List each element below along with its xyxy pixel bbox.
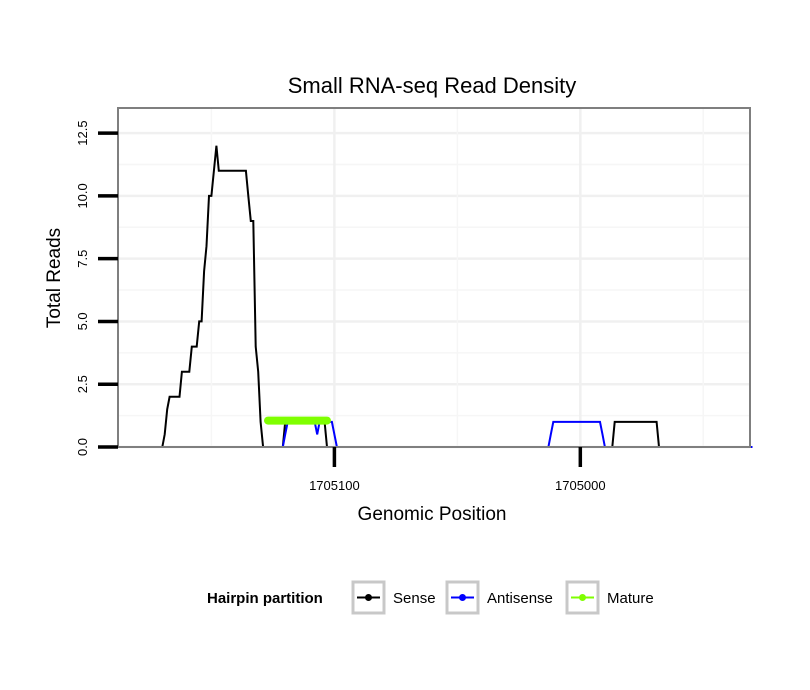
chart-title: Small RNA-seq Read Density [288,73,577,98]
y-tick-label: 0.0 [75,438,90,456]
series-line-sense [140,145,753,448]
legend-title: Hairpin partition [207,590,323,607]
grid [118,108,750,449]
legend-items: Sense Antisense Mature [351,580,654,615]
legend-label: Sense [393,590,436,607]
legend-key-point [579,594,586,601]
y-tick-label: 5.0 [75,312,90,330]
x-axis-title: Genomic Position [358,504,507,525]
legend-label: Mature [607,590,654,607]
y-axis-title: Total Reads [44,228,65,328]
legend-key-point [365,594,372,601]
x-tick-label: 1705100 [309,478,360,493]
x-axis: 1705100 1705000 [309,447,606,493]
plot-border [117,107,751,448]
legend: Hairpin partition Sense Antisense Mature [207,580,654,615]
y-axis: 0.0 2.5 5.0 7.5 10.0 12.5 [75,120,118,456]
plot-background [118,108,750,447]
y-tick-label: 10.0 [75,183,90,208]
plot-area [117,107,753,449]
legend-item-mature: Mature [565,580,654,615]
legend-item-antisense: Antisense [445,580,553,615]
legend-label: Antisense [487,590,553,607]
x-tick-label: 1705000 [555,478,606,493]
y-tick-label: 12.5 [75,120,90,145]
y-tick-label: 7.5 [75,250,90,268]
legend-item-sense: Sense [351,580,436,615]
legend-key-point [459,594,466,601]
y-tick-label: 2.5 [75,375,90,393]
